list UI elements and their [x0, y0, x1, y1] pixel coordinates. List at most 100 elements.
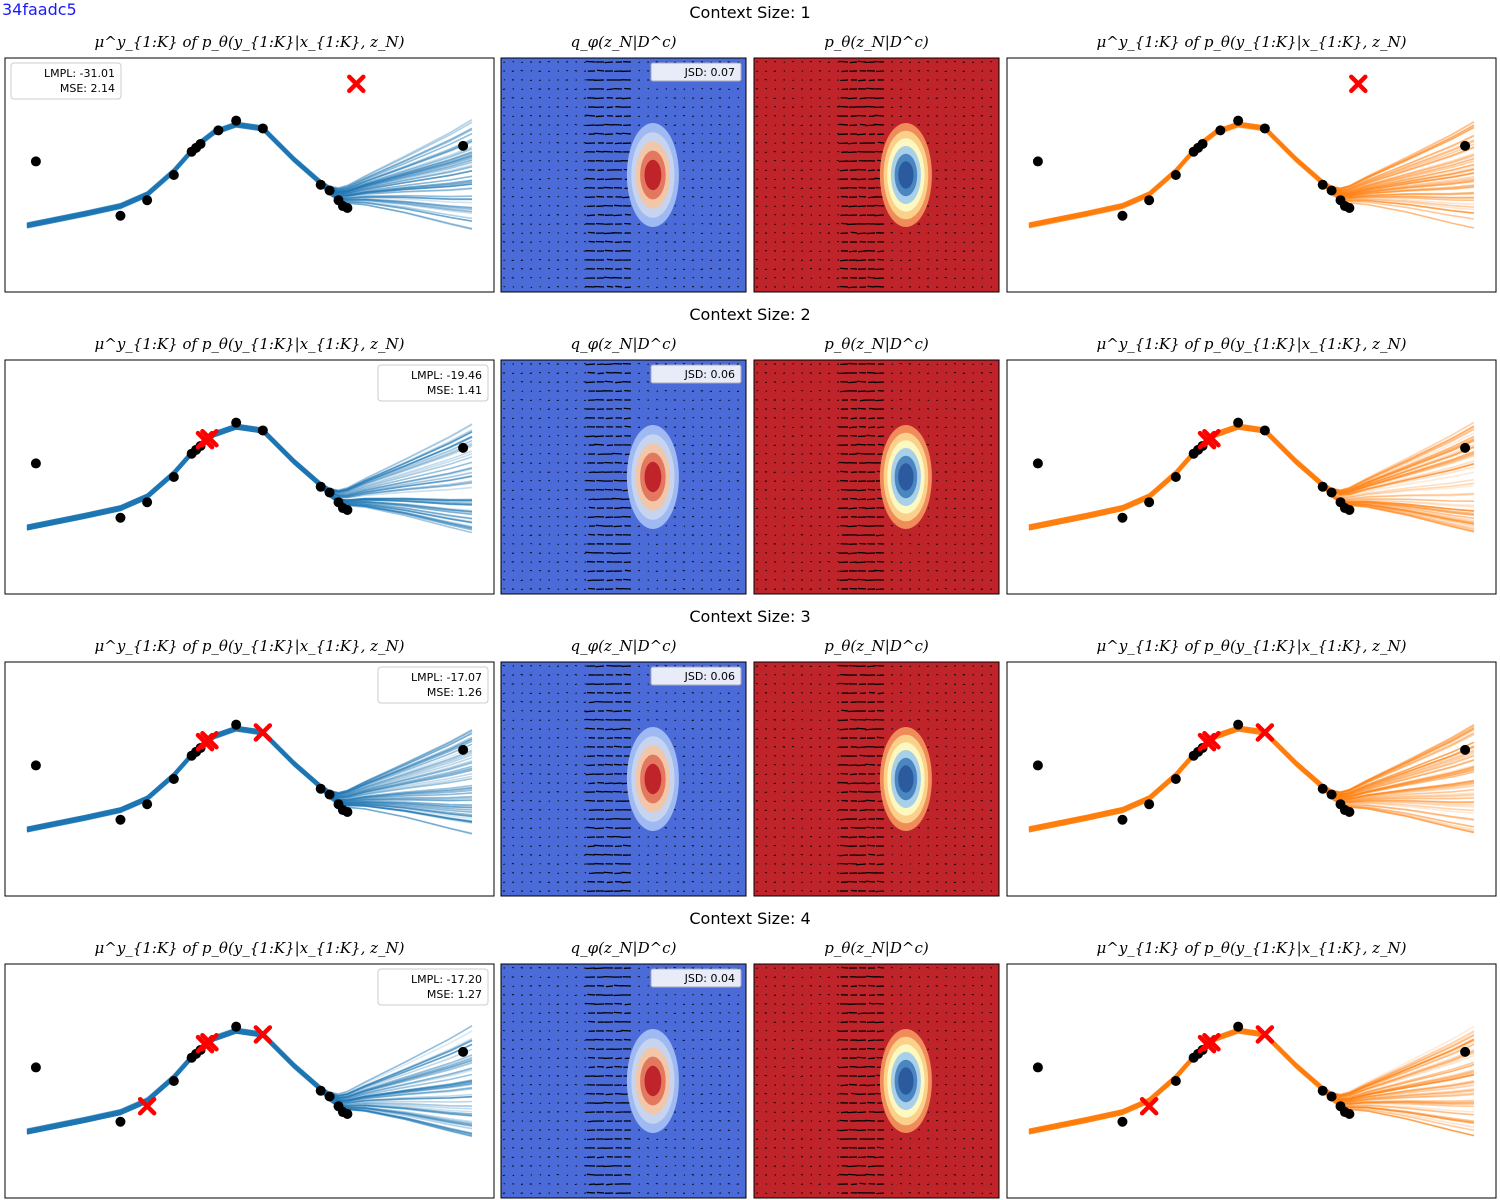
quiver-arrow [539, 240, 542, 243]
quiver-arrow [810, 267, 813, 270]
quiver-arrow [503, 683, 506, 685]
panel-title: q_φ(z_N|D^c) [571, 335, 677, 353]
quiver-arrow [866, 799, 876, 802]
quiver-arrow [850, 718, 858, 721]
quiver-arrow [755, 416, 759, 419]
quiver-arrow [980, 799, 984, 802]
figure-tag: 34faadc5 [2, 0, 77, 19]
quiver-arrow [583, 277, 587, 280]
quiver-arrow [756, 70, 759, 72]
quiver-arrow [575, 381, 578, 384]
quiver-arrow [547, 277, 551, 279]
quiver-arrow [764, 764, 768, 767]
quiver-arrow [503, 507, 506, 509]
quiver-arrow [963, 178, 966, 180]
quiver-arrow [547, 426, 551, 429]
quiver-arrow [727, 755, 731, 757]
target-point [168, 472, 179, 482]
target-point [1326, 789, 1337, 800]
quiver-arrow [603, 232, 614, 235]
quiver-arrow [624, 87, 632, 90]
quiver-arrow [837, 755, 840, 758]
quiver-arrow [827, 498, 831, 500]
quiver-arrow [764, 169, 768, 172]
quiver-arrow [962, 515, 966, 518]
quiver-arrow [587, 371, 596, 374]
quiver-arrow [512, 966, 515, 969]
quiver-arrow [529, 399, 533, 401]
quiver-arrow [728, 88, 731, 90]
panel-title: μ^y_{1:K} of p_θ(y_{1:K}|x_{1:K}, z_N) [95, 637, 405, 655]
quiver-arrow [503, 390, 506, 393]
quiver-arrow [875, 534, 885, 537]
quiver-arrow [859, 542, 867, 545]
quiver-arrow [792, 232, 795, 235]
quiver-arrow [874, 569, 885, 572]
quiver-arrow [585, 363, 596, 366]
quiver-arrow [595, 665, 605, 668]
target-point [1326, 487, 1337, 498]
trajectory-line [26, 124, 473, 228]
quiver-arrow [520, 700, 524, 703]
quiver-arrow [899, 700, 903, 703]
quiver-arrow [856, 727, 867, 730]
quiver-arrow [909, 701, 912, 704]
quiver-arrow [737, 151, 740, 154]
quiver-arrow [953, 70, 957, 72]
quiver-arrow [945, 142, 948, 144]
quiver-arrow [521, 799, 524, 802]
quiver-arrow [801, 719, 804, 721]
target-point [1317, 783, 1328, 794]
quiver-arrow [837, 809, 840, 812]
quiver-arrow [908, 259, 912, 261]
quiver-arrow [856, 380, 867, 383]
quiver-arrow [502, 872, 506, 875]
quiver-arrow [792, 579, 795, 581]
quiver-arrow [782, 159, 786, 162]
quiver-arrow [782, 381, 786, 383]
context-point [200, 1032, 219, 1052]
quiver-arrow [503, 1165, 506, 1167]
quiver-arrow [990, 250, 993, 253]
quiver-arrow [585, 177, 596, 180]
quiver-arrow [935, 169, 939, 172]
target-point [1460, 744, 1471, 755]
quiver-arrow [637, 525, 641, 528]
quiver-arrow [962, 214, 966, 217]
quiver-arrow [574, 97, 578, 99]
quiver-arrow [701, 87, 704, 90]
quiver-arrow [529, 808, 533, 811]
quiver-arrow [837, 150, 840, 153]
trajectory-line [26, 728, 473, 831]
quiver-arrow [773, 276, 777, 279]
quiver-arrow [774, 579, 777, 581]
quiver-arrow [774, 389, 777, 392]
quiver-arrow [981, 863, 984, 866]
quiver-arrow [962, 426, 966, 429]
quiver-arrow [944, 399, 948, 402]
quiver-arrow [971, 844, 975, 847]
chart-row: Context Size: 2μ^y_{1:K} of p_θ(y_{1:K}|… [4, 305, 1497, 595]
quiver-arrow [837, 205, 840, 207]
quiver-arrow [673, 61, 677, 63]
legend-box [650, 62, 742, 82]
quiver-arrow [606, 258, 614, 261]
trajectory-line [1028, 123, 1475, 226]
quiver-arrow [963, 408, 966, 411]
quiver-arrow [585, 381, 596, 384]
row-title: Context Size: 1 [689, 3, 810, 22]
trajectory-line [26, 425, 473, 528]
quiver-arrow [566, 444, 569, 446]
quiver-arrow [548, 507, 551, 509]
quiver-arrow [557, 746, 560, 748]
quiver-arrow [594, 844, 605, 847]
quiver-arrow [701, 435, 704, 437]
quiver-arrow [503, 746, 506, 749]
quiver-arrow [926, 223, 930, 226]
context-point [200, 428, 219, 448]
quiver-arrow [857, 407, 867, 410]
quiver-arrow [547, 267, 551, 270]
quiver-arrow [512, 836, 515, 839]
quiver-arrow [800, 489, 804, 492]
